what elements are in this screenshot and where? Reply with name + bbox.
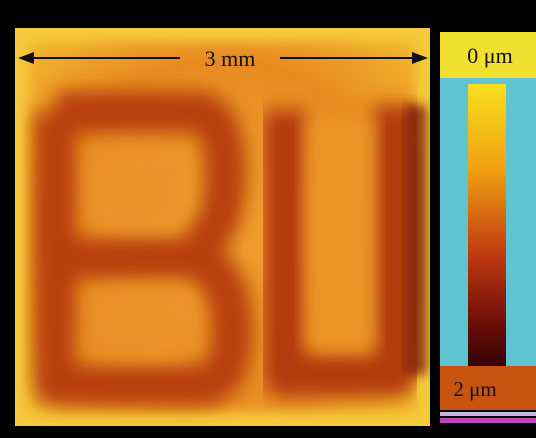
height-map [15,28,430,426]
page: 3 mm 0 μm 2 μm (() => { const data = JSO… [0,0,536,438]
scale-label: 3 mm [205,46,256,71]
colorbar-bottom-label: 2 μm [453,377,496,401]
colorbar-panel: 0 μm 2 μm [433,28,536,428]
figure: 3 mm 0 μm 2 μm [0,0,536,438]
colorbar-top-label: 0 μm [467,43,512,68]
colorbar-gradient [468,84,506,368]
